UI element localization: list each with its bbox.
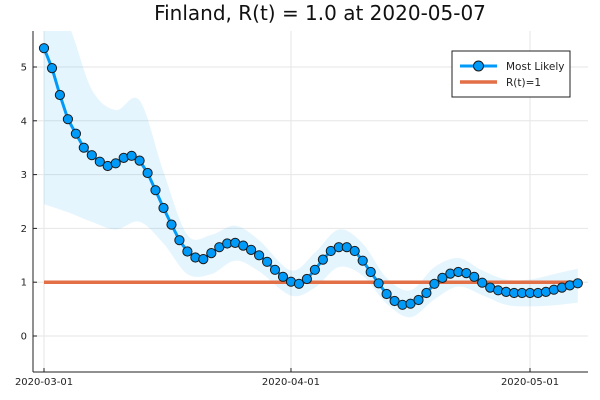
y-tick-label: 1 [21, 278, 27, 289]
data-point [365, 266, 376, 278]
data-point [469, 271, 480, 282]
data-point [142, 167, 153, 179]
data-point [572, 278, 583, 289]
data-point [206, 248, 217, 259]
data-point [254, 250, 265, 261]
data-point [78, 142, 89, 153]
data-point [373, 278, 384, 289]
y-tick-label: 5 [21, 63, 27, 74]
y-tick-label: 3 [21, 170, 27, 181]
legend-label-reference: R(t)=1 [506, 77, 541, 89]
data-point [158, 202, 169, 214]
legend-label-most-likely: Most Likely [506, 61, 564, 73]
data-point [309, 264, 320, 275]
data-point [421, 287, 432, 299]
data-point [269, 264, 281, 275]
data-point [198, 254, 209, 265]
data-point [238, 240, 249, 251]
data-point [277, 271, 289, 282]
data-point [110, 158, 121, 169]
data-point [150, 185, 161, 196]
data-point [246, 244, 257, 255]
data-point [126, 150, 137, 161]
data-point [349, 245, 360, 257]
confidence-band-layer [44, 31, 578, 318]
data-point [182, 246, 193, 257]
y-tick-label: 2 [21, 224, 27, 235]
axes: 0 1 2 3 4 5 2020-03-01 2020-04-01 2020-05-01 [15, 31, 588, 388]
data-point [293, 278, 305, 289]
data-point [317, 254, 328, 265]
data-point [38, 43, 50, 54]
data-point [134, 155, 145, 166]
data-point [437, 272, 448, 283]
y-tick-label: 4 [21, 116, 27, 127]
x-tick-label: 2020-05-01 [501, 377, 559, 388]
data-point [94, 156, 105, 167]
legend-marker-most-likely [473, 60, 484, 72]
series-layer [38, 43, 583, 310]
data-point [166, 219, 177, 230]
confidence-band [44, 31, 578, 318]
data-point [413, 294, 424, 306]
data-point [357, 255, 368, 266]
data-point [429, 278, 440, 289]
chart-title: Finland, R(t) = 1.0 at 2020-05-07 [154, 1, 486, 25]
data-point [46, 63, 58, 74]
data-point [174, 235, 185, 246]
x-tick-label: 2020-03-01 [15, 377, 73, 388]
data-point [86, 150, 97, 161]
data-point [262, 256, 273, 267]
data-point [381, 288, 392, 300]
data-point [62, 114, 74, 125]
y-tick-label: 0 [21, 332, 27, 343]
data-point [70, 128, 82, 139]
legend-box [451, 50, 571, 98]
x-tick-label: 2020-04-01 [262, 377, 320, 388]
data-point [301, 273, 312, 285]
data-point [477, 277, 488, 288]
legend: Most Likely R(t)=1 [451, 50, 571, 98]
data-point [54, 89, 66, 101]
